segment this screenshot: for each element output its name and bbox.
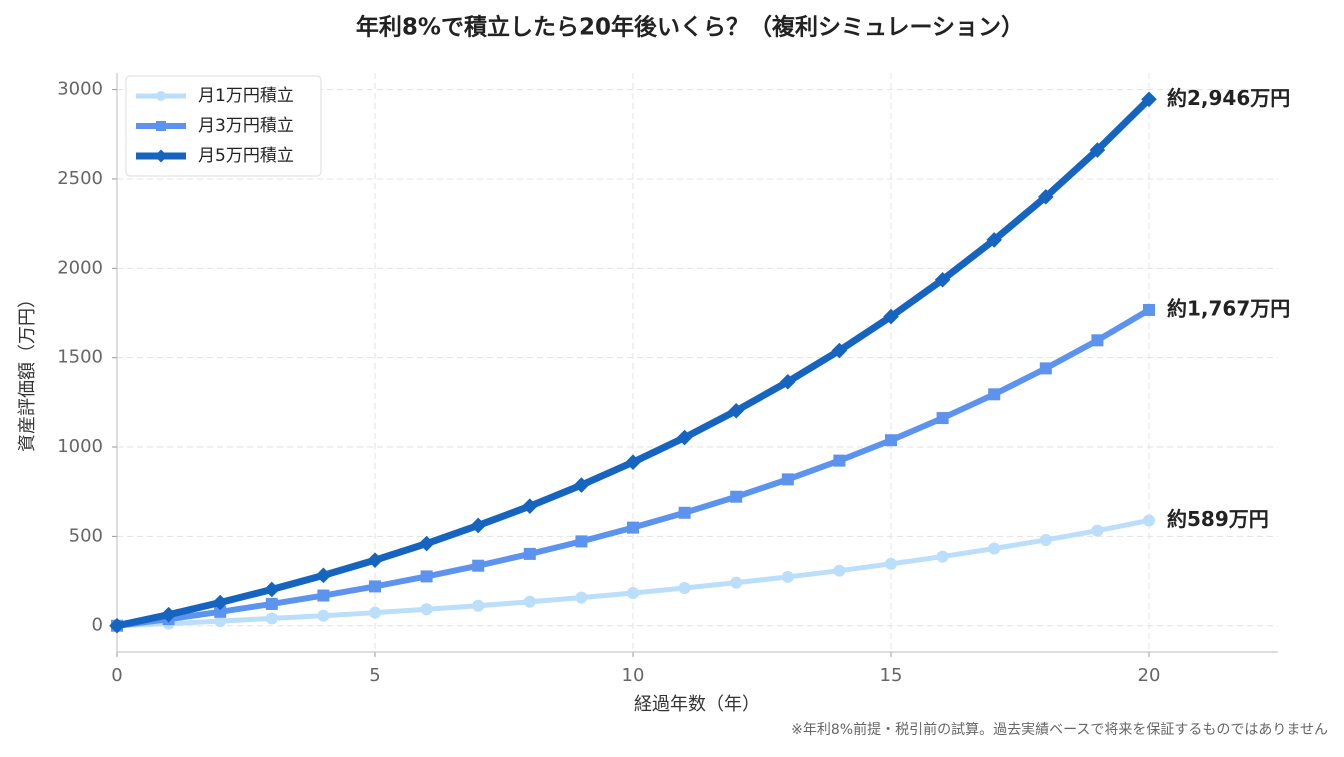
marker bbox=[420, 570, 433, 583]
marker bbox=[730, 490, 743, 503]
marker bbox=[781, 473, 794, 486]
marker bbox=[676, 429, 693, 446]
marker bbox=[885, 557, 897, 570]
marker bbox=[1141, 91, 1157, 108]
marker bbox=[418, 535, 435, 552]
y-tick-label: 2500 bbox=[57, 168, 103, 189]
end-label: 約2,946万円 bbox=[1167, 86, 1290, 110]
marker bbox=[573, 477, 590, 493]
marker bbox=[678, 582, 691, 595]
marker bbox=[470, 517, 486, 534]
marker bbox=[780, 374, 796, 390]
marker bbox=[317, 609, 330, 622]
marker bbox=[988, 542, 1001, 555]
marker bbox=[781, 570, 794, 583]
marker bbox=[472, 599, 485, 612]
marker bbox=[625, 454, 641, 471]
marker bbox=[369, 606, 381, 619]
marker bbox=[833, 564, 846, 577]
y-tick-label: 1500 bbox=[57, 347, 103, 368]
marker bbox=[936, 550, 949, 563]
marker bbox=[678, 506, 691, 519]
marker bbox=[1039, 533, 1052, 546]
marker bbox=[1143, 303, 1155, 316]
marker bbox=[212, 594, 228, 611]
legend-box bbox=[125, 75, 322, 177]
marker bbox=[156, 121, 166, 131]
marker bbox=[523, 595, 536, 608]
footnote: ※年利8%前提・税引前の試算。過去実績ベースで将来を保証するものではありません bbox=[791, 721, 1328, 738]
y-tick-label: 1000 bbox=[57, 436, 103, 457]
marker bbox=[420, 603, 433, 616]
y-tick-label: 2000 bbox=[57, 257, 103, 278]
marker bbox=[369, 580, 381, 593]
marker bbox=[883, 308, 899, 325]
marker bbox=[523, 547, 536, 560]
end-label: 約589万円 bbox=[1167, 507, 1269, 531]
legend-label: 月5万円積立 bbox=[198, 146, 294, 166]
marker bbox=[1089, 142, 1106, 158]
marker bbox=[1143, 514, 1155, 527]
y-tick-label: 500 bbox=[69, 525, 103, 546]
marker bbox=[522, 498, 538, 514]
marker bbox=[575, 535, 588, 548]
marker bbox=[730, 576, 743, 589]
marker bbox=[154, 149, 168, 163]
y-tick-label: 0 bbox=[92, 615, 103, 636]
x-tick-label: 5 bbox=[369, 665, 380, 686]
marker bbox=[265, 597, 278, 610]
marker bbox=[627, 521, 639, 534]
marker bbox=[833, 454, 846, 467]
chart-title: 年利8%で積立したら20年後いくら？（複利シミュレーション） bbox=[356, 14, 1024, 41]
marker bbox=[214, 615, 227, 628]
marker bbox=[160, 606, 177, 623]
marker bbox=[1038, 189, 1054, 205]
marker bbox=[367, 552, 383, 568]
x-tick-label: 20 bbox=[1138, 665, 1161, 686]
marker bbox=[214, 605, 227, 618]
marker bbox=[575, 591, 588, 604]
marker bbox=[885, 434, 897, 447]
marker bbox=[988, 388, 1001, 401]
marker bbox=[728, 402, 744, 419]
x-tick-label: 15 bbox=[880, 665, 903, 686]
marker bbox=[831, 342, 848, 359]
legend-label: 月3万円積立 bbox=[198, 116, 294, 136]
marker bbox=[936, 412, 949, 425]
x-axis-label: 経過年数（年） bbox=[634, 694, 760, 715]
marker bbox=[1039, 362, 1052, 375]
marker bbox=[317, 589, 330, 602]
marker bbox=[627, 587, 639, 600]
marker bbox=[109, 617, 125, 634]
x-tick-label: 0 bbox=[111, 665, 122, 686]
marker bbox=[1091, 524, 1104, 537]
legend-label: 月1万円積立 bbox=[198, 86, 294, 106]
marker bbox=[986, 232, 1002, 248]
marker bbox=[265, 612, 278, 625]
marker bbox=[1091, 334, 1104, 347]
y-tick-label: 3000 bbox=[57, 79, 103, 100]
marker bbox=[156, 91, 166, 101]
end-label: 約1,767万円 bbox=[1167, 296, 1290, 320]
marker bbox=[264, 581, 280, 598]
y-axis-label: 資産評価額（万円） bbox=[17, 290, 38, 452]
marker bbox=[472, 559, 485, 572]
marker bbox=[315, 567, 332, 584]
marker bbox=[934, 271, 951, 288]
x-tick-label: 10 bbox=[622, 665, 645, 686]
